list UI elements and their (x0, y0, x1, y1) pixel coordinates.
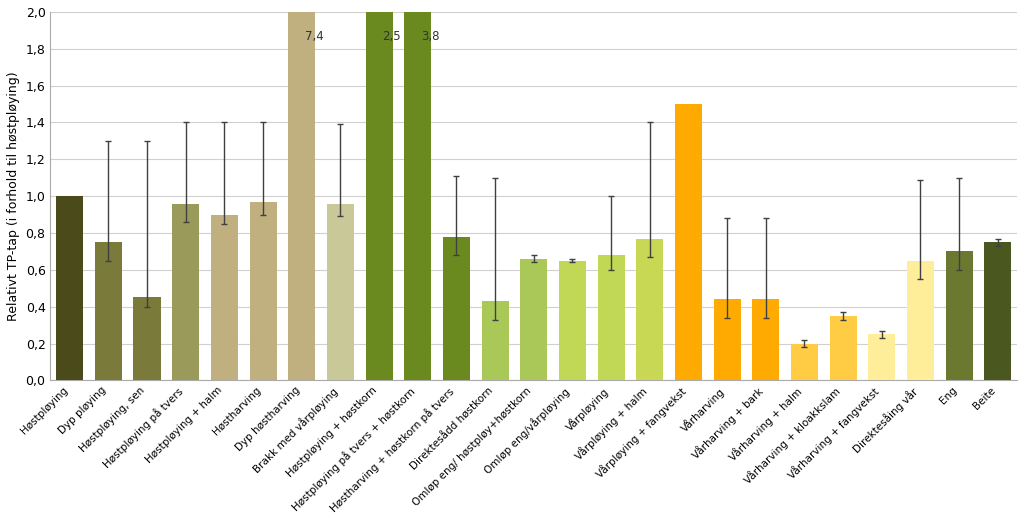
Bar (250, 202, 276, 380)
Bar (133, 297, 161, 380)
Bar (714, 300, 740, 380)
Text: 7,4: 7,4 (305, 30, 324, 43)
Bar (945, 252, 973, 380)
Text: 3,8: 3,8 (421, 30, 439, 43)
Text: 2,5: 2,5 (382, 30, 400, 43)
Bar (366, 12, 392, 380)
Bar (211, 215, 238, 380)
Bar (907, 260, 934, 380)
Bar (636, 239, 664, 380)
Bar (791, 343, 818, 380)
Bar (520, 259, 547, 380)
Bar (675, 104, 701, 380)
Bar (172, 204, 200, 380)
Bar (598, 255, 625, 380)
Bar (559, 260, 586, 380)
Bar (753, 300, 779, 380)
Bar (442, 237, 470, 380)
Bar (829, 316, 857, 380)
Bar (984, 242, 1012, 380)
Bar (56, 196, 83, 380)
Bar (327, 204, 354, 380)
Bar (868, 334, 895, 380)
Bar (404, 12, 431, 380)
Bar (95, 242, 122, 380)
Bar (288, 12, 315, 380)
Y-axis label: Relativt TP-tap (i forhold til høstpløying): Relativt TP-tap (i forhold til høstpløyi… (7, 71, 19, 321)
Bar (481, 301, 509, 380)
